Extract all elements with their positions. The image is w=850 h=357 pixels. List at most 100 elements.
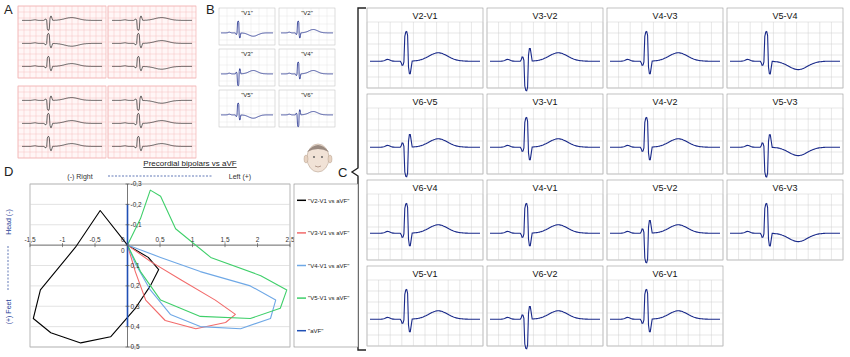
bipolar-trace — [490, 307, 600, 349]
lead-label: "V1" — [241, 10, 253, 16]
lead-grid — [267, 8, 268, 45]
bipolar-trace — [370, 290, 480, 332]
y-tick — [126, 184, 130, 185]
bipolar-grid — [607, 66, 723, 67]
bipolar-grid — [727, 249, 843, 250]
bipolar-grid — [487, 152, 603, 153]
ecg-grid — [18, 36, 106, 37]
bipolar-grid — [487, 130, 603, 131]
bipolar-grid — [367, 335, 483, 336]
lead-grid — [259, 49, 260, 86]
bipolar-trace — [370, 32, 480, 74]
bipolar-panel: V6-V2 — [487, 266, 603, 349]
x-tick — [225, 243, 226, 247]
lead-label: "V2" — [301, 10, 313, 16]
bipolar-grid — [607, 205, 723, 206]
lead-frame — [279, 49, 335, 86]
bipolar-frame — [487, 266, 603, 346]
lead-grid — [259, 8, 260, 45]
lead-grid — [227, 8, 228, 45]
legend-label: "V5-V1 vs aVF" — [308, 295, 349, 301]
bipolar-grid — [727, 238, 843, 239]
bipolar-grid — [487, 55, 603, 56]
ecg-grid — [18, 128, 106, 129]
bipolar-grid — [367, 55, 483, 56]
x-tick — [30, 243, 31, 247]
bipolar-trace — [610, 32, 720, 74]
bipolar-grid — [367, 260, 483, 261]
bipolar-trace — [490, 204, 600, 246]
head-icon — [304, 144, 332, 172]
bipolar-trace — [730, 135, 840, 177]
lead-grid — [279, 122, 335, 123]
x-tick-label: 1 — [191, 236, 195, 243]
axis-arrow — [8, 246, 9, 290]
bipolar-grid — [487, 280, 603, 281]
bipolar-grid — [607, 324, 723, 325]
lead-grid — [267, 90, 268, 127]
lead-grid — [219, 40, 275, 41]
ecg-trace — [22, 57, 102, 71]
bipolar-grid — [487, 194, 603, 195]
ecg-grid — [18, 24, 106, 25]
bipolar-grid — [607, 291, 723, 292]
bipolar-grid — [367, 152, 483, 153]
bipolar-frame — [727, 94, 843, 174]
axis-label: (-) Right — [67, 173, 92, 181]
ecg-trace — [22, 34, 102, 48]
legend-swatch — [297, 330, 306, 332]
legend-label: "V2-V1 vs aVF" — [308, 198, 349, 204]
lead-grid — [235, 8, 236, 45]
bipolar-grid — [607, 55, 723, 56]
x-tick-label: -1 — [60, 236, 66, 243]
ecg-grid — [108, 92, 196, 93]
legend-label: "V3-V1 vs aVF" — [308, 230, 349, 236]
ecg-grid — [18, 48, 106, 49]
bipolar-grid — [367, 119, 483, 120]
hair — [307, 145, 329, 152]
lead-grid — [219, 106, 275, 107]
bipolar-label: V6-V4 — [412, 183, 437, 193]
grid-line — [30, 326, 290, 327]
grid-line — [30, 347, 290, 348]
lead-label: "V5" — [241, 92, 253, 98]
ear — [328, 155, 332, 163]
legend-swatch — [297, 265, 306, 267]
lead-grid — [287, 90, 288, 127]
y-tick-label: -0,2 — [131, 201, 143, 208]
ecg-trace — [112, 137, 192, 151]
bipolar-grid — [607, 260, 723, 261]
ecg-grid — [18, 140, 106, 141]
ecg-grid — [18, 86, 106, 87]
bipolar-panel: V6-V5 — [367, 94, 483, 177]
bipolar-grid — [367, 302, 483, 303]
bipolar-panel: V5-V1 — [367, 266, 483, 346]
bipolar-frame — [367, 94, 483, 174]
bipolar-frame — [367, 8, 483, 88]
x-tick-label: 1,5 — [220, 236, 229, 243]
bipolar-panel: V4-V3 — [607, 8, 723, 88]
bipolar-label: V4-V1 — [532, 183, 557, 193]
ecg-grid — [18, 78, 106, 79]
bipolar-grid — [607, 22, 723, 23]
bipolar-grid — [487, 88, 603, 89]
bipolar-trace — [370, 204, 480, 246]
bipolar-grid — [727, 77, 843, 78]
bipolar-grid — [607, 346, 723, 347]
panel-label: A — [4, 2, 13, 17]
lead-frame — [219, 8, 275, 45]
lead-grid — [235, 90, 236, 127]
bipolar-label: V5-V3 — [772, 97, 797, 107]
bipolar-grid — [487, 119, 603, 120]
bipolar-panel: V6-V1 — [607, 266, 723, 346]
ecg-grid — [108, 60, 196, 61]
lead-grid — [279, 65, 335, 66]
ecg-grid — [108, 6, 196, 7]
bipolar-label: V3-V2 — [532, 11, 557, 21]
bipolar-grid — [487, 163, 603, 164]
bipolar-trace — [610, 290, 720, 332]
ecg-grid — [108, 12, 196, 13]
bipolar-label: V6-V3 — [772, 183, 797, 193]
bipolar-grid — [727, 108, 843, 109]
bipolar-grid — [487, 44, 603, 45]
